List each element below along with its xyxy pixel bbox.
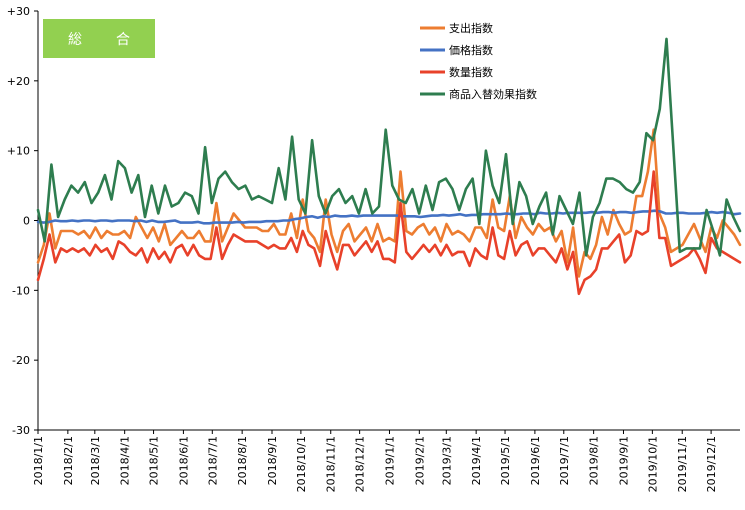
x-tick-label: 2019/9/1: [617, 436, 630, 485]
x-tick-label: 2019/4/1: [470, 436, 483, 485]
legend-label-0: 支出指数: [449, 21, 493, 35]
x-tick-label: 2019/5/1: [499, 436, 512, 485]
series-group: [36, 37, 742, 296]
x-tick-label: 2018/7/1: [206, 436, 219, 485]
series-line-2: [36, 170, 742, 296]
legend-label-3: 商品入替効果指数: [449, 87, 537, 101]
x-tick-label: 2019/7/1: [558, 436, 571, 485]
legend-label-2: 数量指数: [449, 65, 493, 79]
x-tick-label: 2019/11/1: [676, 436, 689, 492]
x-tick-label: 2019/2/1: [413, 436, 426, 485]
series-line-0: [36, 128, 742, 278]
y-tick-label: -30: [12, 424, 30, 437]
x-tick-label: 2018/11/1: [325, 436, 338, 492]
y-tick-label: -20: [12, 354, 30, 367]
x-tick-label: 2018/3/1: [89, 436, 102, 485]
y-tick-label: +10: [7, 145, 30, 158]
y-tick-label: -10: [12, 284, 30, 297]
x-tick-label: 2019/1/1: [383, 436, 396, 485]
x-tick-label: 2018/6/1: [177, 436, 190, 485]
title-badge: 総 合: [43, 19, 155, 58]
x-tick-label: 2019/12/1: [705, 436, 718, 492]
y-tick-label: +30: [7, 5, 30, 18]
x-tick-label: 2019/3/1: [440, 436, 453, 485]
x-tick-label: 2018/9/1: [266, 436, 279, 485]
x-tick-label: 2019/6/1: [529, 436, 542, 485]
chart-title: 総 合: [68, 32, 140, 48]
x-tick-label: 2018/1/1: [32, 436, 45, 485]
series-line-1: [36, 209, 742, 225]
y-tick-label: 0: [23, 215, 30, 228]
x-tick-label: 2019/10/1: [646, 436, 659, 492]
legend-label-1: 価格指数: [449, 43, 493, 57]
x-tick-label: 2018/5/1: [148, 436, 161, 485]
x-tick-label: 2019/8/1: [588, 436, 601, 485]
y-tick-label: +20: [7, 75, 30, 88]
x-tick-label: 2018/8/1: [236, 436, 249, 485]
title-badge-box: [43, 19, 155, 58]
x-tick-label: 2018/12/1: [354, 436, 367, 492]
x-tick-label: 2018/2/1: [62, 436, 75, 485]
x-tick-label: 2018/10/1: [295, 436, 308, 492]
series-line-3: [36, 37, 742, 257]
x-tick-label: 2018/4/1: [119, 436, 132, 485]
